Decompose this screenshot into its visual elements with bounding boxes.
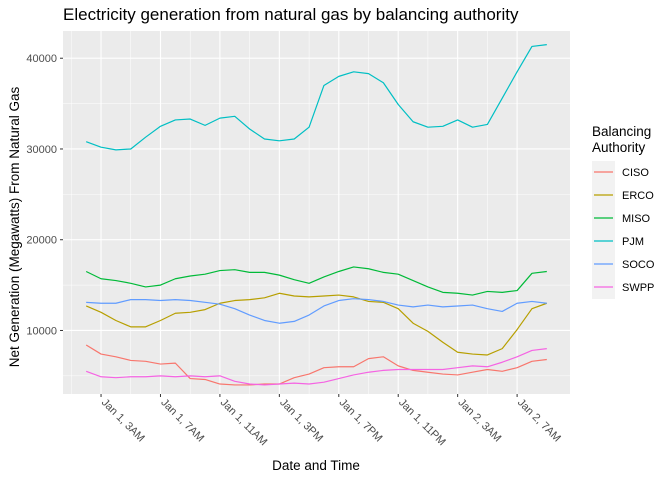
y-tick-label: 30000 <box>26 144 57 156</box>
legend-title: Balancing <box>592 124 651 139</box>
legend-label-pjm: PJM <box>622 236 644 248</box>
x-tick-label: Jan 1, 7AM <box>158 397 206 445</box>
x-tick-label: Jan 1, 3PM <box>277 397 325 445</box>
x-tick-label: Jan 1, 11PM <box>396 397 448 449</box>
legend-label-ciso: CISO <box>622 167 649 179</box>
series-line-pjm <box>85 44 547 151</box>
series-line-ciso <box>85 344 547 386</box>
x-axis-title: Date and Time <box>272 458 360 473</box>
series-layer <box>85 44 548 386</box>
y-axis-title: Net Generation (Megawatts) From Natural … <box>7 86 22 367</box>
y-tick-label: 10000 <box>26 325 57 337</box>
x-tick-label: Jan 1, 3AM <box>99 397 147 445</box>
y-tick-label: 20000 <box>26 235 57 247</box>
x-tick-label: Jan 1, 11AM <box>218 397 270 449</box>
legend-label-soco: SOCO <box>622 259 655 271</box>
x-tick-label: Jan 1, 7PM <box>337 397 385 445</box>
chart-title: Electricity generation from natural gas … <box>63 5 519 24</box>
grid-major <box>63 31 570 394</box>
y-tick-label: 40000 <box>26 53 57 65</box>
series-line-soco <box>86 298 547 324</box>
grid-minor <box>63 31 570 394</box>
series-line-swpp <box>85 348 547 386</box>
legend-label-miso: MISO <box>622 213 651 225</box>
series-line-miso <box>85 266 547 296</box>
x-tick-label: Jan 2, 7AM <box>515 397 563 445</box>
x-axis: Jan 1, 3AM Jan 1, 7AM Jan 1, 11AM Jan 1, 3P… <box>99 394 563 448</box>
plot-panel <box>63 31 570 394</box>
series-line-erco <box>85 292 548 356</box>
y-axis: 10000 20000 30000 40000 <box>26 53 63 337</box>
x-tick-label: Jan 2, 3AM <box>456 397 504 445</box>
legend-label-erco: ERCO <box>622 190 654 202</box>
legend-label-swpp: SWPP <box>622 282 654 294</box>
legend-title: Authority <box>592 140 646 155</box>
